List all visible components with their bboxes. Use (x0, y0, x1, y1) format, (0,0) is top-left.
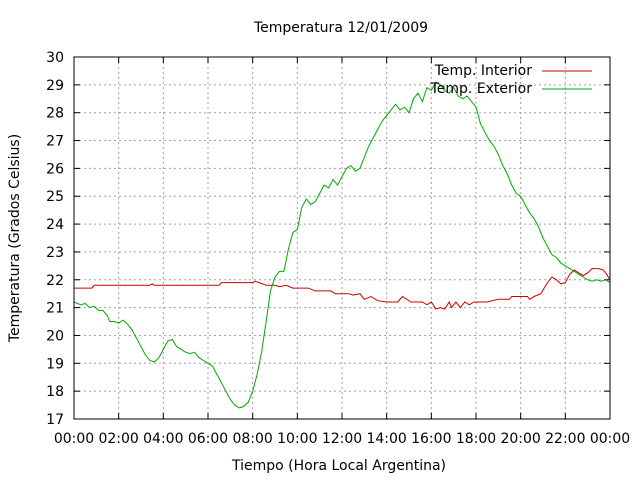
chart-title: Temperatura 12/01/2009 (253, 20, 428, 36)
series-lines (73, 81, 611, 409)
legend: Temp. Interior Temp. Exterior (430, 63, 592, 97)
x-tick-label: 00:00 (590, 431, 630, 447)
y-tick-label: 28 (46, 106, 64, 122)
x-tick-label: 16:00 (411, 431, 451, 447)
x-tick-label: 22:00 (545, 431, 585, 447)
plot-frame (73, 56, 611, 420)
legend-label-interior: Temp. Interior (434, 63, 533, 79)
x-tick-label: 10:00 (277, 431, 317, 447)
y-tick-label: 17 (46, 412, 64, 428)
x-tick-label: 06:00 (188, 431, 228, 447)
y-tick-label: 27 (46, 134, 64, 150)
x-tick-label: 08:00 (232, 431, 272, 447)
legend-label-exterior: Temp. Exterior (430, 81, 533, 97)
y-tick-label: 25 (46, 189, 64, 205)
y-tick-label: 24 (46, 217, 64, 233)
x-tick-label: 02:00 (98, 431, 138, 447)
y-tick-label: 20 (46, 328, 64, 344)
y-tick-label: 23 (46, 245, 64, 261)
x-tick-label: 12:00 (322, 431, 362, 447)
y-tick-label: 21 (46, 301, 64, 317)
series-line-exterior (73, 81, 611, 409)
x-tick-label: 20:00 (500, 431, 540, 447)
x-axis-label: Tiempo (Hora Local Argentina) (231, 458, 446, 474)
x-tick-label: 18:00 (456, 431, 496, 447)
y-tick-label: 30 (46, 50, 64, 66)
y-tick-label: 26 (46, 161, 64, 177)
y-axis-label: Temperatura (Grados Celsius) (7, 134, 23, 343)
y-tick-label: 18 (46, 384, 64, 400)
y-tick-label: 29 (46, 78, 64, 94)
x-tick-label: 14:00 (366, 431, 406, 447)
series-line-interior (74, 268, 611, 310)
y-tick-label: 22 (46, 273, 64, 289)
x-tick-label: 00:00 (54, 431, 94, 447)
y-tick-label: 19 (46, 356, 64, 372)
grid-lines (74, 57, 610, 419)
x-tick-label: 04:00 (143, 431, 183, 447)
